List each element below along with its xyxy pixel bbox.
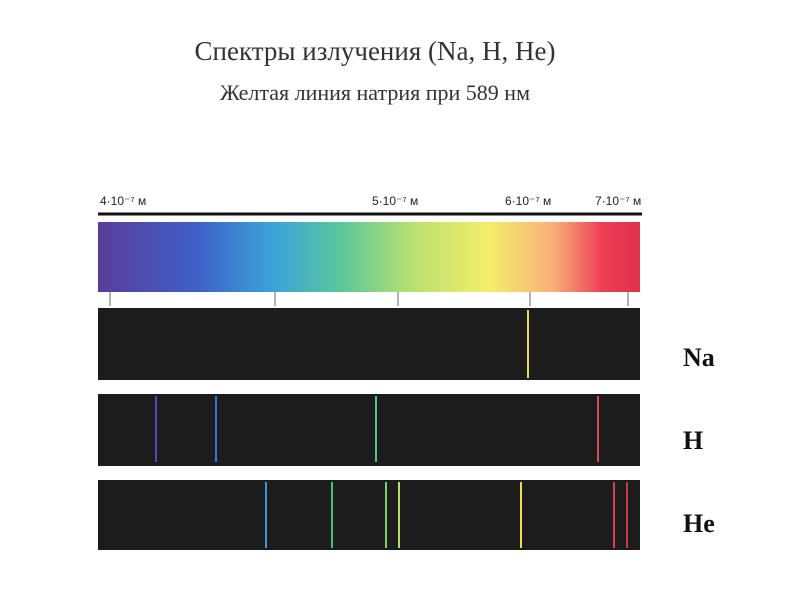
scale-label: 5·10⁻⁷ м	[372, 194, 418, 208]
scale-label: 4·10⁻⁷ м	[100, 194, 146, 208]
tick-marks	[109, 292, 629, 306]
h-spectrum	[98, 394, 640, 466]
element-label: H	[683, 426, 703, 455]
scale-label: 6·10⁻⁷ м	[505, 194, 551, 208]
he-spectrum	[98, 480, 640, 550]
element-label: He	[683, 509, 715, 538]
subtitle: Желтая линия натрия при 589 нм	[220, 80, 530, 105]
title: Спектры излучения (Na, H, He)	[195, 36, 556, 66]
he-lines	[265, 482, 628, 548]
h-lines	[155, 396, 599, 462]
na-spectrum	[98, 308, 640, 380]
element-label: Na	[683, 343, 715, 372]
scale-label: 7·10⁻⁷ м	[595, 194, 641, 208]
continuous-spectrum	[98, 222, 640, 292]
